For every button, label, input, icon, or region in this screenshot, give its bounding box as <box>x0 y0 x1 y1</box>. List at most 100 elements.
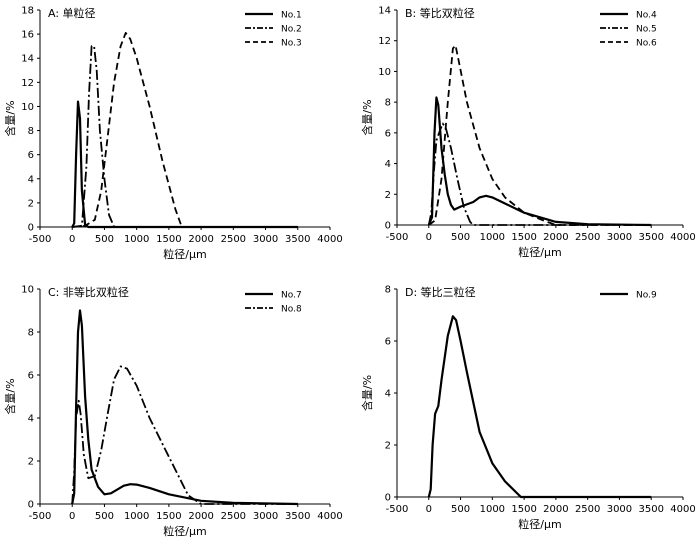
x-tick-label: 0 <box>426 232 432 243</box>
panel-title: D: 等比三粒径 <box>405 285 476 299</box>
y-tick-label: 8 <box>385 285 391 296</box>
chart-panel-2: -500 0 500 1000 1500 2000 2500 3000 3500 40000246… <box>360 6 696 260</box>
x-tick-label: 3500 <box>638 232 663 243</box>
series-line-no4 <box>427 96 652 227</box>
x-axis-label: 粒径/μm <box>163 524 206 538</box>
x-tick-label: 3500 <box>285 234 310 245</box>
x-tick-label: 500 <box>451 504 470 515</box>
y-tick-label: 0 <box>28 223 34 234</box>
x-tick-label: 4000 <box>317 511 342 522</box>
y-tick-label: 6 <box>28 150 34 161</box>
series-line-no1 <box>71 100 298 229</box>
x-tick-label: -500 <box>386 504 409 515</box>
x-tick-label: 1000 <box>124 511 149 522</box>
legend-label: No.2 <box>281 25 302 35</box>
legend-label: No.1 <box>281 11 302 21</box>
series-line-no2 <box>72 45 298 228</box>
x-tick-label: 3500 <box>285 511 310 522</box>
y-axis-label: 含量/% <box>360 375 374 411</box>
y-tick-label: 0 <box>385 493 391 504</box>
y-tick-label: 4 <box>385 159 391 170</box>
x-tick-label: 1500 <box>156 511 181 522</box>
y-tick-label: 10 <box>21 102 34 113</box>
x-tick-label: 500 <box>95 234 114 245</box>
panel-title: B: 等比双粒径 <box>405 6 475 20</box>
y-tick-label: 2 <box>385 190 391 201</box>
x-tick-label: 0 <box>426 504 432 515</box>
y-tick-label: 4 <box>28 174 34 185</box>
chart-panel-4: -500 0 500 1000 1500 2000 2500 3000 3500 40000246… <box>360 285 696 532</box>
x-tick-label: 2500 <box>221 511 246 522</box>
y-tick-label: 0 <box>28 500 34 511</box>
x-tick-label: 3000 <box>253 511 278 522</box>
x-tick-label: 3000 <box>607 504 632 515</box>
y-tick-label: 12 <box>378 36 391 47</box>
y-tick-label: 8 <box>28 126 34 137</box>
y-tick-label: 2 <box>28 198 34 209</box>
y-tick-label: 0 <box>385 221 391 232</box>
legend-label: No.3 <box>281 39 302 49</box>
y-axis-label: 含量/% <box>360 99 374 135</box>
x-tick-label: 1000 <box>480 232 505 243</box>
legend-label: No.8 <box>281 305 302 315</box>
y-tick-label: 14 <box>21 54 34 65</box>
y-tick-label: 12 <box>21 78 34 89</box>
x-tick-label: 4000 <box>670 232 695 243</box>
legend-label: No.5 <box>636 25 657 35</box>
y-tick-label: 6 <box>28 371 34 382</box>
x-axis-label: 粒径/μm <box>518 517 561 531</box>
y-tick-label: 8 <box>28 328 34 339</box>
y-axis-label: 含量/% <box>3 378 17 414</box>
x-tick-label: 1500 <box>511 232 536 243</box>
y-tick-label: 4 <box>385 389 391 400</box>
series-line-no3 <box>72 32 298 228</box>
x-tick-label: 4000 <box>317 234 342 245</box>
x-tick-label: 0 <box>69 511 75 522</box>
y-tick-label: 18 <box>21 6 34 17</box>
x-axis-label: 粒径/μm <box>163 247 206 261</box>
x-tick-label: 2500 <box>575 504 600 515</box>
legend-label: No.4 <box>636 11 657 21</box>
x-tick-label: 2500 <box>575 232 600 243</box>
y-tick-label: 16 <box>21 30 34 41</box>
y-tick-label: 10 <box>378 67 391 78</box>
y-tick-label: 6 <box>385 128 391 139</box>
series-line-no9 <box>427 315 652 499</box>
x-tick-label: -500 <box>29 234 52 245</box>
x-tick-label: -500 <box>386 232 409 243</box>
x-tick-label: 2000 <box>543 504 568 515</box>
x-tick-label: 500 <box>95 511 114 522</box>
series-line-no7 <box>71 309 298 506</box>
x-tick-label: 2000 <box>188 234 213 245</box>
legend-label: No.7 <box>281 291 302 301</box>
chart-panel-1: -500 0 500 1000 1500 2000 2500 3000 3500 40000246… <box>3 6 343 262</box>
x-tick-label: 2000 <box>188 511 213 522</box>
x-tick-label: 4000 <box>670 504 695 515</box>
series-line-no8 <box>71 365 298 505</box>
x-tick-label: 3000 <box>607 232 632 243</box>
x-tick-label: 1000 <box>480 504 505 515</box>
x-tick-label: 500 <box>451 232 470 243</box>
x-tick-label: 2500 <box>221 234 246 245</box>
y-tick-label: 6 <box>385 337 391 348</box>
y-tick-label: 10 <box>21 285 34 296</box>
y-tick-label: 2 <box>385 441 391 452</box>
x-tick-label: 1500 <box>156 234 181 245</box>
legend-label: No.9 <box>636 291 657 301</box>
x-axis-label: 粒径/μm <box>518 245 561 259</box>
panel-title: A: 单粒径 <box>48 6 96 20</box>
x-tick-label: 1500 <box>511 504 536 515</box>
series-line-no6 <box>428 44 652 226</box>
legend-label: No.6 <box>636 39 657 49</box>
y-tick-label: 14 <box>378 6 391 17</box>
x-tick-label: 1000 <box>124 234 149 245</box>
y-axis-label: 含量/% <box>3 100 17 136</box>
y-tick-label: 8 <box>385 98 391 109</box>
y-tick-label: 2 <box>28 457 34 468</box>
panel-title: C: 非等比双粒径 <box>48 285 129 299</box>
x-tick-label: 2000 <box>543 232 568 243</box>
y-tick-label: 4 <box>28 414 34 425</box>
x-tick-label: 3500 <box>638 504 663 515</box>
x-tick-label: 3000 <box>253 234 278 245</box>
